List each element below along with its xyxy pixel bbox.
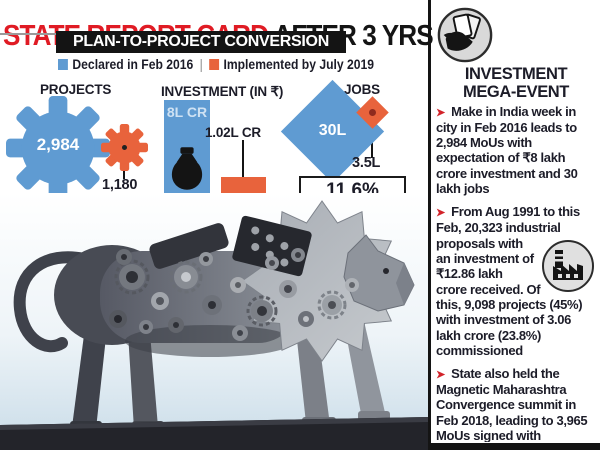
sidebar-heading-line1: INVESTMENT bbox=[464, 65, 568, 83]
projects-declared-value: 2,984 bbox=[36, 135, 80, 154]
sidebar-bullet-2-text-end: proposals with an investment of ₹12.86 l… bbox=[436, 235, 583, 358]
chart-legend: Declared in Feb 2016 | Implemented by Ju… bbox=[58, 57, 374, 72]
investment-declared-value: 8L CR bbox=[166, 104, 208, 120]
projects-category-label: PROJECTS bbox=[40, 82, 112, 97]
jobs-category-label: JOBS bbox=[344, 82, 380, 97]
investment-connector-line bbox=[242, 140, 244, 177]
sidebar-bullet-3-text: State also held the Magnetic Maharashtra… bbox=[436, 366, 588, 442]
bullet-arrow-icon: ➤ bbox=[436, 106, 445, 119]
projects-declared-gear bbox=[6, 96, 110, 200]
declared-legend-label: Declared in Feb 2016 bbox=[72, 57, 194, 72]
subtitle-left-rule bbox=[0, 33, 58, 35]
jobs-implemented-value: 3.5L bbox=[352, 155, 381, 171]
sidebar-bullet-1: ➤ Make in India week in city in Feb 2016… bbox=[436, 104, 596, 197]
panel-divider bbox=[428, 0, 431, 450]
sidebar-heading: INVESTMENT MEGA-EVENT bbox=[436, 8, 596, 102]
sidebar: INVESTMENT MEGA-EVENT ➤ Make in India we… bbox=[436, 4, 596, 442]
investment-implemented-bar bbox=[221, 177, 266, 193]
declared-legend-swatch bbox=[58, 59, 68, 70]
sidebar-bullet-2: ➤ From Aug 1991 to this Feb, 20,323 indu… bbox=[436, 204, 596, 358]
sidebar-heading-line2: MEGA-EVENT bbox=[462, 82, 569, 101]
sidebar-bullet-2-text-start: From Aug 1991 to this Feb, 20,323 indust… bbox=[436, 204, 580, 236]
subtitle-bar: PLAN-TO-PROJECT CONVERSION bbox=[56, 31, 346, 53]
bullet-arrow-icon: ➤ bbox=[436, 369, 445, 382]
bullet-arrow-icon: ➤ bbox=[436, 207, 445, 220]
investment-declared-bar: 8L CR bbox=[164, 100, 210, 193]
hand-money-icon bbox=[437, 7, 493, 63]
money-bag-icon bbox=[171, 147, 203, 190]
factory-icon bbox=[542, 239, 594, 292]
sidebar-bullet-3: ➤ State also held the Magnetic Maharasht… bbox=[436, 366, 596, 442]
implemented-legend-swatch bbox=[209, 59, 219, 70]
implemented-legend-label: Implemented by July 2019 bbox=[223, 57, 375, 72]
investment-category-label: INVESTMENT (IN ₹) bbox=[161, 84, 284, 99]
sidebar-bullet-1-text: Make in India week in city in Feb 2016 l… bbox=[436, 103, 578, 196]
jobs-connector-dot bbox=[369, 109, 376, 116]
legend-divider: | bbox=[199, 57, 203, 72]
projects-implemented-value: 1,180 bbox=[102, 177, 138, 193]
lion-statue-photo bbox=[0, 193, 428, 450]
investment-implemented-value: 1.02L CR bbox=[205, 125, 261, 140]
jobs-declared-value: 30L bbox=[318, 122, 347, 139]
projects-connector-dot bbox=[122, 145, 127, 150]
sidebar-bottom-rule bbox=[428, 443, 600, 450]
